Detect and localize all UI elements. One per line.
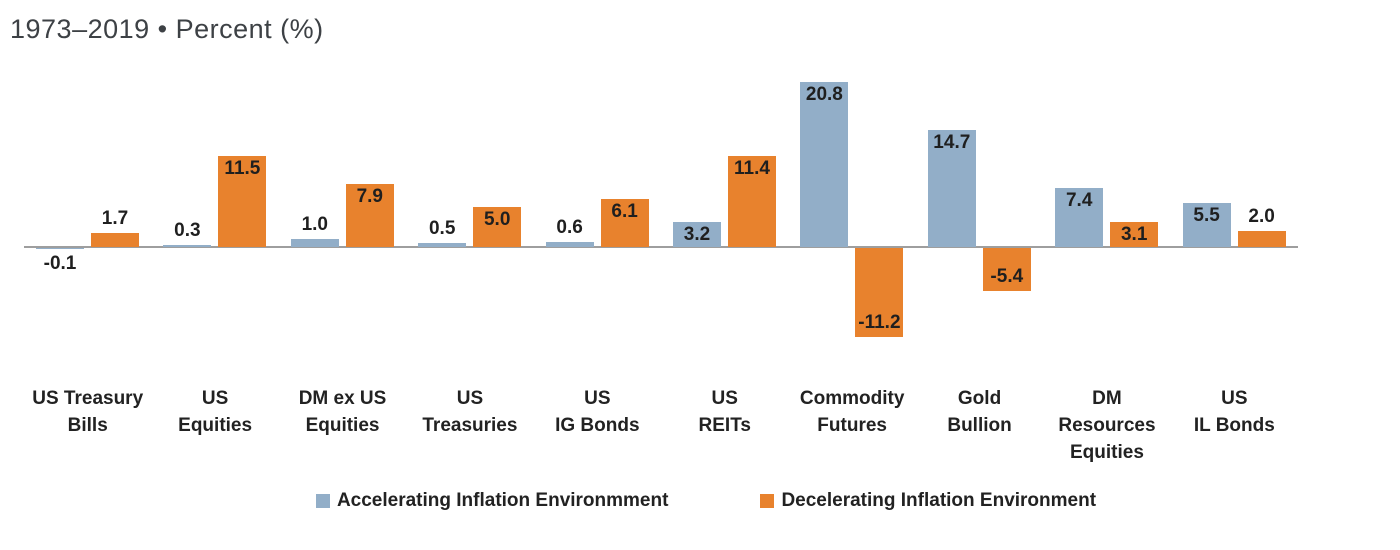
bar-decelerating bbox=[473, 207, 522, 247]
category-label: Commodity Futures bbox=[799, 388, 905, 436]
bar-value-label: 11.5 bbox=[224, 157, 261, 179]
bar-value-label: 1.0 bbox=[301, 214, 329, 236]
bar-value-label: 7.4 bbox=[1065, 190, 1093, 212]
bar-value-label: -5.4 bbox=[990, 265, 1024, 287]
bar-accelerating bbox=[927, 130, 976, 247]
bar-accelerating bbox=[800, 81, 849, 247]
bar-value-label: 3.2 bbox=[683, 223, 711, 245]
bar-decelerating bbox=[1237, 231, 1286, 247]
bar-value-label: 5.0 bbox=[483, 209, 511, 231]
bar-decelerating bbox=[600, 198, 649, 247]
category-labels: US Treasury Bills US Equities DM ex US Equ… bbox=[24, 385, 1298, 466]
bar-accelerating bbox=[1055, 188, 1104, 247]
legend-label-decelerating: Decelerating Inflation Environment bbox=[781, 490, 1097, 511]
bar-value-label: 7.9 bbox=[356, 186, 384, 208]
category-label: Gold Bullion bbox=[947, 388, 1012, 436]
bar-decelerating bbox=[91, 233, 139, 247]
category-label: US REITs bbox=[698, 388, 751, 436]
bar-group: 5.5 2.0 bbox=[1171, 59, 1298, 369]
accelerating-series-swatch-icon bbox=[315, 494, 330, 508]
bar-accelerating bbox=[418, 243, 467, 247]
category-label: US IL Bonds bbox=[1193, 388, 1275, 436]
bar-accelerating bbox=[163, 244, 212, 247]
bar-decelerating bbox=[218, 155, 267, 247]
plot-area: -0.1 1.7 0.3 11.5 1.0 7.9 0.5 5.0 0.6 6.1 3.2 11.4 2… bbox=[24, 59, 1298, 369]
bar-group: 14.7 -5.4 bbox=[916, 59, 1043, 369]
legend-item-accelerating: Accelerating Inflation Environmment bbox=[315, 490, 669, 512]
bar-value-label: -11.2 bbox=[858, 312, 901, 334]
bar-group: 3.2 11.4 bbox=[661, 59, 788, 369]
bar-group: 0.5 5.0 bbox=[406, 59, 533, 369]
bar-accelerating bbox=[673, 221, 721, 247]
bar-decelerating bbox=[1110, 222, 1159, 247]
bar-decelerating bbox=[982, 248, 1031, 291]
bar-group: 7.4 3.1 bbox=[1043, 59, 1170, 369]
category-label: DM ex US Equities bbox=[298, 388, 387, 436]
bar-group: 0.6 6.1 bbox=[534, 59, 661, 369]
bar-decelerating bbox=[345, 184, 394, 247]
category-label: US Treasuries bbox=[422, 388, 518, 436]
bar-accelerating bbox=[1182, 203, 1231, 247]
category-label: US Treasury Bills bbox=[32, 388, 144, 436]
bar-accelerating bbox=[290, 239, 339, 247]
chart: -0.1 1.7 0.3 11.5 1.0 7.9 0.5 5.0 0.6 6.1 3.2 11.4 2… bbox=[24, 59, 1298, 512]
bar-value-label: -0.1 bbox=[43, 253, 77, 274]
bar-value-label: 0.5 bbox=[428, 218, 456, 240]
bar-value-label: 0.3 bbox=[174, 219, 201, 241]
bar-value-label: 5.5 bbox=[1193, 205, 1220, 227]
bar-value-label: 1.7 bbox=[101, 208, 129, 230]
legend: Accelerating Inflation Environmment Dece… bbox=[24, 490, 1298, 512]
bar-group: 20.8 -11.2 bbox=[788, 59, 915, 369]
bar-group: 0.3 11.5 bbox=[151, 59, 278, 369]
bar-value-label: 6.1 bbox=[611, 200, 638, 222]
bar-accelerating bbox=[545, 242, 594, 247]
bar-accelerating bbox=[36, 248, 84, 249]
bar-value-label: 11.4 bbox=[734, 158, 770, 180]
bar-value-label: 14.7 bbox=[933, 132, 971, 154]
legend-item-decelerating: Decelerating Inflation Environment bbox=[760, 490, 1096, 512]
bar-value-label: 2.0 bbox=[1248, 206, 1275, 228]
category-label: US IG Bonds bbox=[555, 388, 640, 436]
bar-decelerating bbox=[855, 248, 904, 338]
bar-value-label: 20.8 bbox=[805, 83, 843, 105]
chart-title: 1973–2019 • Percent (%) bbox=[10, 14, 324, 44]
decelerating-series-swatch-icon bbox=[760, 494, 775, 508]
bar-group: 1.0 7.9 bbox=[279, 59, 406, 369]
bar-group: -0.1 1.7 bbox=[24, 59, 151, 369]
x-axis-line bbox=[24, 246, 1298, 248]
legend-label-accelerating: Accelerating Inflation Environmment bbox=[336, 490, 669, 511]
category-label: US Equities bbox=[178, 388, 253, 436]
bar-decelerating bbox=[728, 156, 776, 247]
bar-value-label: 3.1 bbox=[1120, 224, 1148, 246]
bar-value-label: 0.6 bbox=[556, 217, 583, 239]
category-label: DM Resources Equities bbox=[1058, 388, 1156, 463]
